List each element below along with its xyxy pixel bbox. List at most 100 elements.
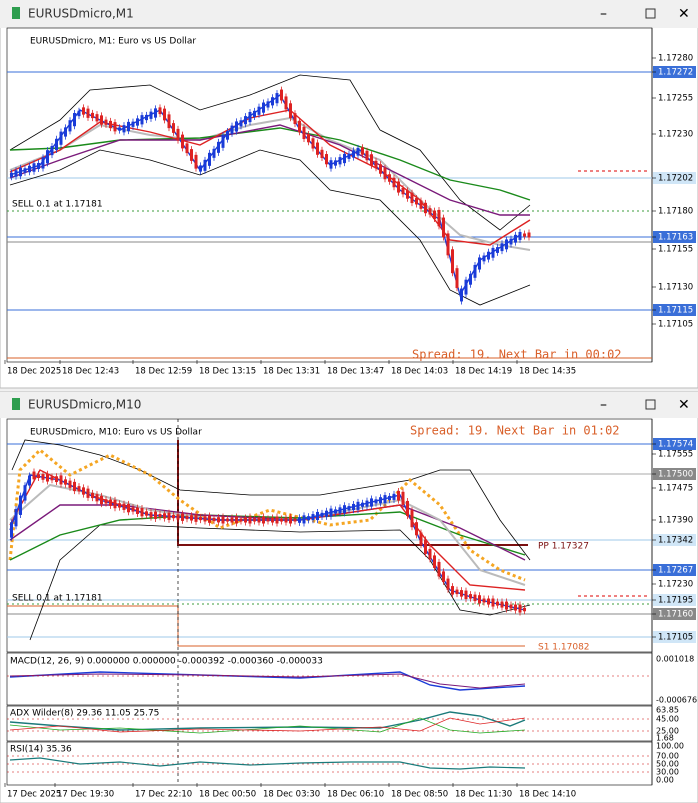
candle xyxy=(374,160,378,169)
candle xyxy=(64,479,67,485)
candle xyxy=(437,561,441,577)
candle xyxy=(226,130,229,140)
candle xyxy=(523,607,526,612)
candle xyxy=(496,601,499,606)
candle xyxy=(28,475,31,486)
candle xyxy=(275,516,279,524)
candle xyxy=(167,114,171,129)
candle xyxy=(406,500,409,517)
candle xyxy=(365,150,369,161)
candle xyxy=(428,548,432,560)
close-button[interactable]: ✕ xyxy=(678,397,690,413)
indicator-axis-label: 1.68 xyxy=(656,734,674,743)
candle xyxy=(172,123,175,133)
price-label: 1.17160 xyxy=(658,610,693,620)
candle xyxy=(145,511,148,516)
price-label: 1.17267 xyxy=(658,566,693,576)
price-label: 1.17500 xyxy=(658,470,693,480)
candle xyxy=(181,513,184,521)
time-label: 17 Dec 22:10 xyxy=(135,790,192,800)
candle xyxy=(37,162,40,170)
candle xyxy=(482,255,486,262)
candle xyxy=(451,249,454,274)
candle xyxy=(469,273,472,285)
candle xyxy=(334,160,337,166)
candle xyxy=(10,522,13,538)
indicator-axis-label: 70.00 xyxy=(656,752,679,761)
candle xyxy=(478,257,481,270)
candle xyxy=(176,128,180,141)
candle xyxy=(77,110,81,117)
candle xyxy=(343,505,346,514)
candle xyxy=(284,96,288,110)
candle xyxy=(442,217,445,238)
candle xyxy=(163,108,166,121)
indicator-axis-label: 50.00 xyxy=(656,760,679,769)
price-label: 1.17105 xyxy=(658,320,693,330)
candle xyxy=(266,101,270,108)
candle xyxy=(149,512,153,518)
time-label: 18 Dec 2025 xyxy=(7,367,61,377)
candle xyxy=(28,165,31,173)
candle xyxy=(217,141,220,153)
candle xyxy=(374,499,378,504)
candle xyxy=(311,514,315,521)
candle xyxy=(298,120,301,133)
candle xyxy=(397,490,400,501)
minimize-button[interactable]: – xyxy=(600,6,607,22)
candle xyxy=(10,172,13,178)
candle xyxy=(307,134,310,143)
candle xyxy=(257,106,261,115)
price-label: 1.17230 xyxy=(658,130,693,140)
maximize-button[interactable] xyxy=(645,8,656,19)
candle xyxy=(172,514,175,519)
candle xyxy=(446,233,450,256)
candle xyxy=(302,515,306,524)
candle xyxy=(311,138,315,149)
indicator-axis-label: 45.00 xyxy=(656,715,679,724)
price-label: 1.17272 xyxy=(658,68,693,78)
candle xyxy=(221,134,225,148)
candle xyxy=(163,513,166,519)
candle xyxy=(320,149,324,159)
candle xyxy=(329,160,333,169)
candle xyxy=(91,492,94,499)
price-label: 1.17105 xyxy=(658,633,693,643)
candle xyxy=(19,167,22,177)
maximize-button[interactable] xyxy=(645,399,656,410)
price-label: 1.17230 xyxy=(658,580,693,590)
candle xyxy=(158,107,162,115)
candle xyxy=(406,190,409,199)
candle xyxy=(109,499,112,506)
candle xyxy=(496,247,499,253)
rsi-line xyxy=(9,757,526,770)
candle xyxy=(302,126,306,140)
candle xyxy=(419,532,423,546)
candle xyxy=(203,159,207,171)
symbol-label: EURUSDmicro, M1: Euro vs US Dollar xyxy=(30,37,196,47)
time-label: 18 Dec 08:50 xyxy=(391,790,448,800)
candle xyxy=(325,510,328,517)
candle xyxy=(122,125,126,133)
close-button[interactable]: ✕ xyxy=(678,6,690,22)
candle xyxy=(433,210,436,219)
app-icon xyxy=(12,7,20,19)
candle xyxy=(275,93,279,104)
minimize-button[interactable]: – xyxy=(600,397,607,413)
candle xyxy=(518,604,522,613)
candle xyxy=(271,97,274,106)
candle xyxy=(127,121,130,132)
price-tag xyxy=(653,66,696,78)
time-label: 18 Dec 00:50 xyxy=(199,790,256,800)
time-axis: 18 Dec 2025 18 Dec 12:43 18 Dec 12:59 18 De… xyxy=(4,360,576,377)
time-label: 18 Dec 14:03 xyxy=(391,367,448,377)
candle xyxy=(23,485,27,501)
candle xyxy=(14,170,18,177)
indicator-axis-label: 0.00 xyxy=(656,776,674,785)
candle xyxy=(208,152,211,166)
candle xyxy=(46,150,49,164)
candle xyxy=(86,488,90,498)
candle xyxy=(95,114,99,122)
candle xyxy=(239,518,243,522)
